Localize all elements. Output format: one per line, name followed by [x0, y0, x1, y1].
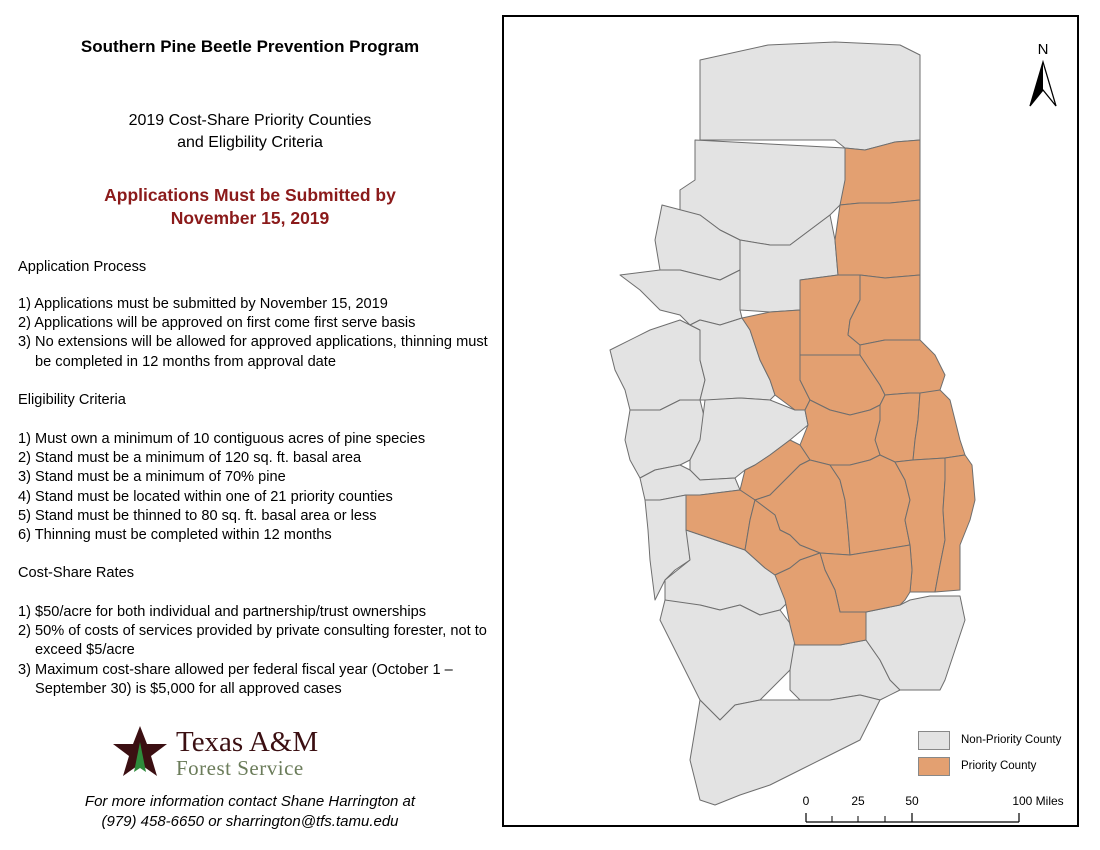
county-priority	[799, 274, 861, 356]
scale-label-0: 0	[803, 794, 810, 808]
legend-label: Priority County	[961, 760, 1037, 772]
county-priority	[912, 389, 966, 461]
county-priority	[834, 199, 921, 279]
application-process-list: 1) Applications must be submitted by Nov…	[18, 295, 498, 372]
eligibility-heading: Eligibility Criteria	[18, 392, 126, 408]
list-item: 3) No extensions will be allowed for app…	[18, 334, 488, 370]
county-priority	[934, 454, 976, 593]
county-non-priority	[659, 599, 801, 721]
cost-share-heading: Cost-Share Rates	[18, 565, 134, 581]
county-priority	[839, 139, 921, 206]
county-non-priority	[689, 317, 776, 401]
deadline-notice: Applications Must be Submitted by Novemb…	[0, 184, 500, 230]
scale-label-50: 50	[905, 794, 919, 808]
contact-info: For more information contact Shane Harri…	[0, 792, 500, 832]
list-item: 2) Stand must be a minimum of 120 sq. ft…	[18, 450, 362, 467]
county-non-priority	[865, 595, 966, 691]
deadline-line1: Applications Must be Submitted by	[104, 185, 396, 205]
legend-item-priority: Priority County	[912, 757, 1092, 777]
tree-icon	[134, 742, 146, 772]
legend-swatch	[918, 731, 950, 750]
non-priority-counties	[609, 41, 966, 806]
application-process-heading: Application Process	[18, 259, 147, 275]
county-non-priority	[689, 694, 881, 806]
list-item: 1) Applications must be submitted by Nov…	[18, 296, 388, 312]
info-panel: Southern Pine Beetle Prevention Program …	[0, 0, 500, 850]
contact-line2: (979) 458-6650 or sharrington@tfs.tamu.e…	[101, 813, 399, 830]
logo-line2: Forest Service	[176, 756, 304, 780]
scale-label-100: 100 Miles	[1012, 794, 1063, 808]
logo-line1: Texas A&M	[176, 726, 318, 758]
county-non-priority	[644, 494, 691, 601]
list-item: 3) Maximum cost-share allowed per federa…	[18, 661, 453, 697]
deadline-line2: November 15, 2019	[170, 208, 330, 228]
list-item: 1) Must own a minimum of 10 contiguous a…	[18, 431, 426, 447]
subtitle: 2019 Cost-Share Priority Counties and El…	[0, 110, 500, 154]
list-item: 6) Thinning must be completed within 12 …	[18, 527, 332, 544]
scale-label-25: 25	[851, 794, 865, 808]
subtitle-line2: and Eligbility Criteria	[177, 134, 323, 151]
list-item: 2) 50% of costs of services provided by …	[18, 623, 487, 659]
north-arrow: N	[1029, 41, 1057, 107]
legend-swatch	[918, 757, 950, 776]
county-non-priority	[619, 269, 743, 326]
texas-am-forest-service-logo: Texas A&M Forest Service	[110, 724, 370, 784]
county-priority	[874, 392, 921, 463]
map-frame	[502, 15, 1079, 827]
list-item: 3) Stand must be a minimum of 70% pine	[18, 469, 286, 486]
list-item: 5) Stand must be thinned to 80 sq. ft. b…	[18, 507, 377, 524]
page-title: Southern Pine Beetle Prevention Program	[80, 37, 420, 56]
scale-bar: 0 25 50 100 Miles	[803, 794, 1064, 823]
subtitle-line1: 2019 Cost-Share Priority Counties	[128, 112, 372, 129]
legend-label: Non-Priority County	[961, 734, 1062, 746]
cost-share-list: 1) $50/acre for both individual and part…	[18, 603, 498, 699]
priority-counties	[685, 139, 976, 646]
list-item: 2) Applications will be approved on firs…	[18, 315, 416, 332]
county-priority	[774, 552, 867, 646]
contact-line1: For more information contact Shane Harri…	[84, 793, 416, 810]
county-non-priority	[699, 41, 921, 151]
eligibility-list: 1) Must own a minimum of 10 contiguous a…	[18, 430, 498, 545]
list-item: 4) Stand must be located within one of 2…	[18, 488, 393, 505]
north-label: N	[1038, 41, 1049, 58]
legend-item-non-priority: Non-Priority County	[912, 731, 1092, 751]
list-item: 1) $50/acre for both individual and part…	[18, 604, 427, 620]
